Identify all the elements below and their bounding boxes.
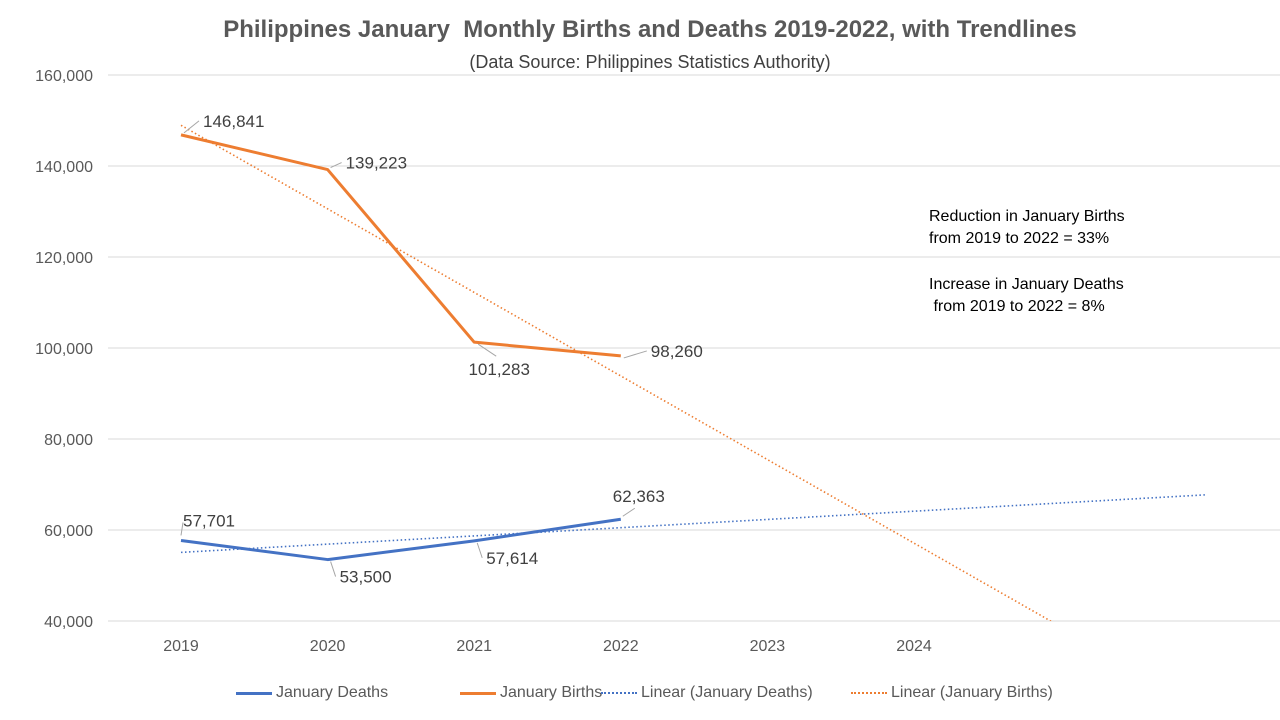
data-label-leader: [477, 343, 497, 357]
data-label: 139,223: [346, 154, 407, 173]
chart-subtitle: (Data Source: Philippines Statistics Aut…: [469, 52, 831, 72]
data-label-leader: [622, 507, 636, 517]
x-tick-label: 2019: [163, 638, 199, 655]
chart-title: Philippines January Monthly Births and D…: [223, 16, 1077, 43]
data-label: 57,614: [486, 549, 538, 568]
legend-label-births: January Births: [500, 684, 603, 701]
y-tick-label: 120,000: [35, 250, 93, 267]
legend-item-births: January Births: [460, 684, 602, 702]
legend-swatch-births-trend: [851, 692, 887, 694]
data-label: 53,500: [340, 568, 392, 587]
x-tick-label: 2023: [750, 638, 786, 655]
legend-item-deaths-trend: Linear (January Deaths): [601, 684, 813, 702]
data-label-leader: [180, 522, 184, 536]
series-line-births: [180, 133, 621, 358]
data-label-leader: [183, 120, 200, 134]
x-tick-label: 2022: [603, 638, 639, 655]
deaths-increase-annotation: Increase in January Deaths from 2019 to …: [929, 276, 1124, 315]
x-tick-label: 2021: [456, 638, 492, 655]
legend-item-deaths: January Deaths: [236, 684, 388, 702]
y-tick-label: 80,000: [44, 432, 93, 449]
data-label: 57,701: [183, 511, 235, 530]
trendline-births: [180, 124, 1053, 621]
trendline-deaths: [180, 493, 1208, 554]
legend-label-deaths: January Deaths: [276, 684, 389, 701]
x-tick-label: 2024: [896, 638, 932, 655]
data-label-leader: [330, 561, 337, 577]
births-reduction-annotation: Reduction in January Births from 2019 to…: [929, 208, 1125, 247]
data-label-leader: [623, 350, 647, 359]
legend-item-births-trend: Linear (January Births): [851, 684, 1053, 702]
data-label: 101,283: [468, 360, 529, 379]
legend-label-births-trend: Linear (January Births): [891, 684, 1053, 701]
data-label: 146,841: [203, 112, 264, 131]
legend-label-deaths-trend: Linear (January Deaths): [641, 684, 813, 701]
legend-swatch-births: [460, 691, 496, 695]
data-label-leader: [476, 542, 483, 559]
data-label: 98,260: [651, 342, 703, 361]
data-label-leader: [330, 162, 342, 168]
y-tick-label: 40,000: [44, 614, 93, 631]
y-tick-label: 100,000: [35, 341, 93, 358]
legend-swatch-deaths: [236, 691, 272, 695]
data-label: 62,363: [613, 487, 665, 506]
series-line-deaths: [180, 517, 622, 562]
chart-legend: January Deaths January Births Linear (Ja…: [0, 684, 1280, 708]
x-tick-label: 2020: [310, 638, 346, 655]
y-tick-label: 160,000: [35, 68, 93, 85]
y-tick-label: 140,000: [35, 159, 93, 176]
y-tick-label: 60,000: [44, 523, 93, 540]
legend-swatch-deaths-trend: [601, 692, 637, 694]
